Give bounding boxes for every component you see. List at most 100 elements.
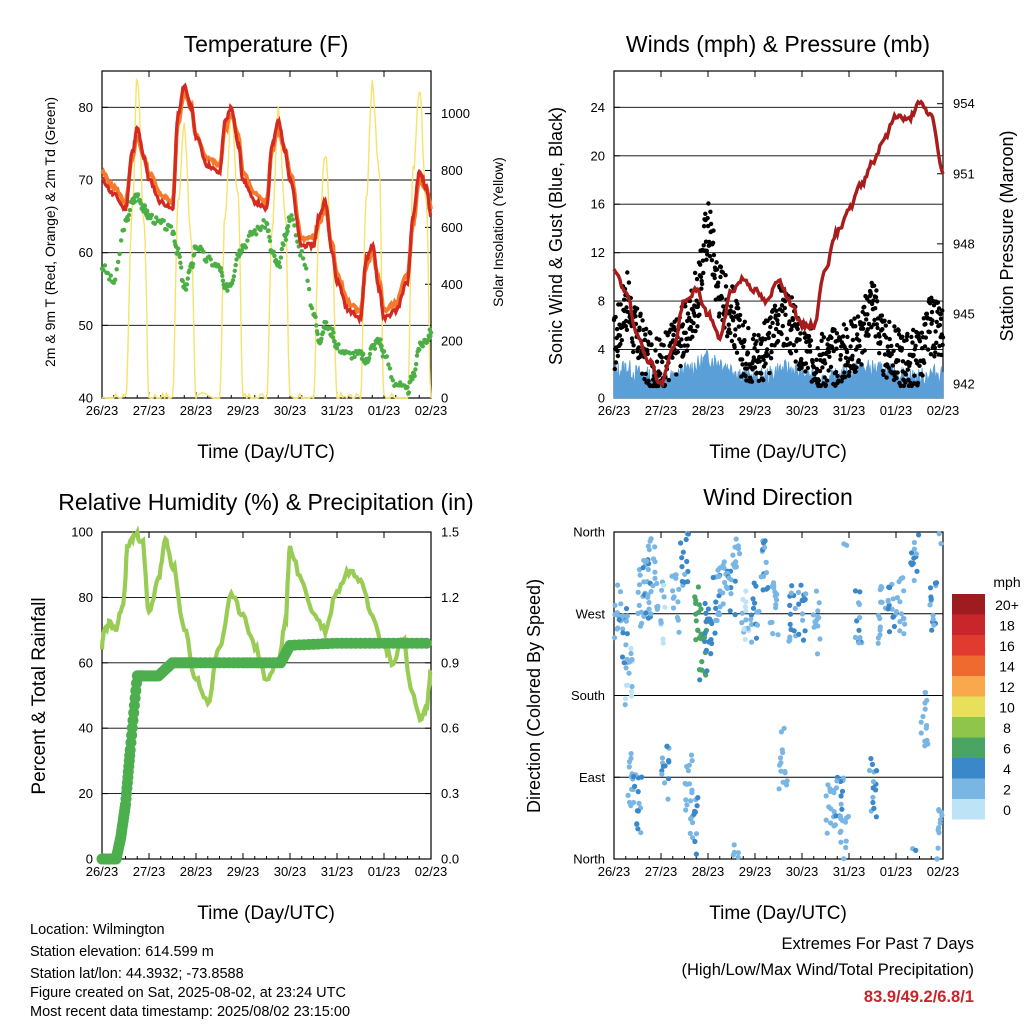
y-tick-label: 12 [591, 245, 605, 260]
direction-point [823, 793, 829, 799]
y2-tick-label: 200 [441, 334, 463, 349]
gust-point [773, 326, 779, 332]
dewpoint-point [179, 265, 184, 270]
gust-point [729, 338, 735, 344]
x-tick-label: 30/23 [274, 864, 307, 879]
dewpoint-point [201, 249, 206, 254]
direction-point [814, 651, 821, 657]
direction-point [659, 587, 665, 593]
dewpoint-point [178, 260, 183, 265]
gust-point [882, 318, 887, 323]
direction-point [868, 756, 874, 762]
gust-point [770, 320, 775, 326]
gust-point [857, 338, 862, 343]
direction-point [930, 612, 936, 618]
direction-point [620, 630, 626, 636]
dewpoint-point [265, 221, 270, 227]
y2-tick-label: 942 [953, 376, 975, 391]
direction-point [873, 814, 880, 820]
direction-point [676, 586, 682, 592]
colorbar-swatch [952, 758, 985, 779]
gust-point [873, 306, 878, 311]
dewpoint-point [304, 266, 309, 271]
direction-point [618, 601, 624, 607]
gust-point [847, 369, 852, 375]
colorbar-label: 0 [1003, 802, 1011, 818]
direction-point [679, 578, 685, 585]
gust-point [721, 304, 726, 309]
direction-point [856, 640, 862, 646]
dewpoint-point [132, 199, 138, 204]
gust-point [884, 335, 889, 340]
direction-point [634, 821, 640, 827]
direction-point [689, 787, 695, 793]
gust-point [764, 347, 770, 352]
gust-point [705, 223, 711, 229]
direction-point [772, 589, 778, 595]
direction-point [713, 599, 719, 605]
direction-point [870, 785, 876, 791]
colorbar-swatch [952, 655, 985, 676]
gust-point [636, 345, 641, 350]
direction-point [911, 577, 917, 584]
direction-point [704, 668, 710, 674]
direction-point [844, 542, 850, 548]
direction-point [670, 605, 677, 611]
dewpoint-point [220, 278, 226, 283]
dewpoint-point [292, 223, 297, 228]
direction-point [717, 588, 723, 594]
gust-point [845, 359, 850, 364]
gust-point [940, 308, 945, 313]
location-text: Location: Wilmington [30, 922, 165, 938]
gust-point [624, 327, 630, 332]
direction-point [833, 785, 840, 791]
gust-point [924, 311, 930, 316]
direction-point [918, 719, 924, 725]
gust-point [854, 365, 859, 370]
extremes-title: Extremes For Past 7 Days [781, 935, 974, 953]
direction-point [733, 564, 740, 570]
y-tick-label: 16 [591, 197, 605, 212]
direction-point [763, 570, 770, 576]
winds-panel: Winds (mph) & Pressure (mb) 26/23 27/23 28… [546, 31, 1017, 463]
direction-point [894, 595, 901, 601]
direction-point [664, 743, 670, 749]
gust-point [619, 338, 624, 343]
gust-point [679, 337, 684, 342]
direction-point [938, 541, 944, 547]
gust-point [795, 326, 800, 332]
direction-point [646, 599, 652, 606]
gust-point [917, 339, 923, 344]
direction-point [624, 631, 630, 637]
direction-point [628, 751, 634, 757]
gust-point [718, 264, 724, 270]
gust-point [938, 316, 944, 321]
gust-point [816, 378, 821, 383]
colorbar-swatch [952, 717, 985, 738]
dewpoint-point [126, 212, 132, 218]
direction-point [750, 605, 757, 611]
x-tick-label: 31/23 [833, 864, 866, 879]
gust-point [788, 341, 793, 346]
dewpoint-point [231, 274, 237, 279]
dewpoint-point [125, 217, 131, 222]
gust-point [799, 356, 804, 362]
dewpoint-point [390, 378, 395, 383]
dewpoint-point [113, 277, 118, 282]
dewpoint-point [330, 335, 336, 340]
direction-point [659, 755, 666, 761]
gust-point [927, 329, 932, 335]
direction-point [857, 635, 863, 641]
direction-point [644, 558, 650, 564]
direction-point [670, 573, 677, 579]
direction-point [665, 796, 671, 802]
gust-point [886, 365, 892, 371]
direction-point [625, 792, 631, 799]
direction-point [773, 602, 779, 608]
gust-point [640, 371, 645, 376]
direction-point [645, 566, 651, 573]
extremes-subtitle: (High/Low/Max Wind/Total Precipitation) [681, 961, 974, 979]
precip-point [420, 637, 432, 649]
direction-point [648, 536, 654, 542]
y2-tick-label: 0.0 [441, 852, 459, 867]
